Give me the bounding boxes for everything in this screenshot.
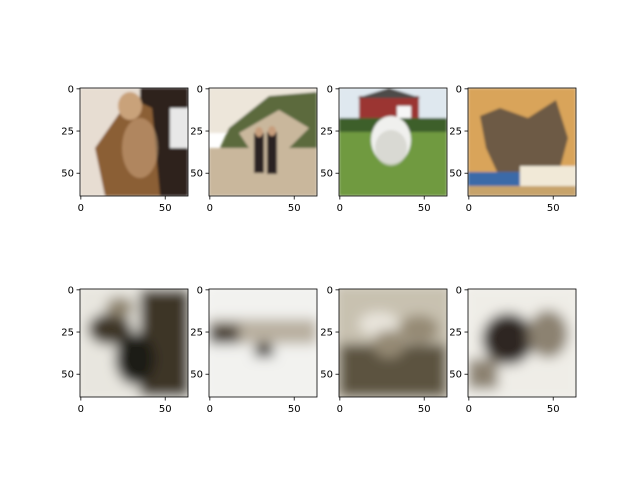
y-tick-label: 50 — [190, 169, 203, 180]
x-tick-label: 0 — [78, 404, 84, 415]
axes-frame — [79, 288, 189, 398]
x-tick-label: 50 — [547, 404, 560, 415]
image-panel-4: 0 50 0 25 50 — [449, 84, 577, 214]
axes-frame — [208, 87, 318, 197]
y-tick-label: 0 — [327, 84, 333, 95]
y-tick-label: 50 — [449, 169, 462, 180]
axes-frame — [338, 288, 448, 398]
image-panel-6: 0 50 0 25 50 — [190, 285, 318, 415]
x-tick-label: 50 — [418, 404, 431, 415]
y-tick-label: 50 — [449, 370, 462, 381]
x-tick-label: 0 — [337, 404, 343, 415]
image-panel-1: 0 50 0 25 50 — [61, 84, 189, 214]
axes-frame — [467, 87, 577, 197]
image-panel-8: 0 50 0 25 50 — [449, 285, 577, 415]
image-panel-2: 0 50 0 25 50 — [190, 84, 318, 214]
y-tick-label: 0 — [197, 84, 203, 95]
axes-frame — [338, 87, 448, 197]
x-tick-label: 50 — [288, 203, 301, 214]
y-tick-label: 0 — [68, 285, 74, 296]
y-tick-label: 25 — [61, 127, 74, 138]
grayscale-reconstruction-4 — [468, 289, 576, 397]
x-tick-label: 50 — [159, 203, 172, 214]
animal-pelt-photo — [468, 88, 576, 196]
x-tick-label: 50 — [547, 203, 560, 214]
grayscale-reconstruction-1 — [80, 289, 188, 397]
airedale-terrier-photo — [80, 88, 188, 196]
y-tick-label: 0 — [197, 285, 203, 296]
x-tick-label: 50 — [418, 203, 431, 214]
y-tick-label: 0 — [68, 84, 74, 95]
y-tick-label: 25 — [190, 328, 203, 339]
y-tick-label: 25 — [320, 127, 333, 138]
y-tick-label: 50 — [190, 370, 203, 381]
axes-frame — [208, 288, 318, 398]
image-panel-5: 0 50 0 25 50 — [61, 285, 189, 415]
y-tick-label: 0 — [456, 285, 462, 296]
image-panel-7: 0 50 0 25 50 — [320, 285, 448, 415]
x-tick-label: 0 — [78, 203, 84, 214]
x-tick-label: 50 — [159, 404, 172, 415]
y-tick-label: 25 — [449, 127, 462, 138]
x-tick-label: 0 — [207, 404, 213, 415]
y-tick-label: 0 — [456, 84, 462, 95]
x-tick-label: 0 — [337, 203, 343, 214]
grayscale-reconstruction-3 — [339, 289, 447, 397]
white-dog-on-lawn-photo — [339, 88, 447, 196]
grayscale-reconstruction-2 — [209, 289, 317, 397]
x-tick-label: 50 — [288, 404, 301, 415]
x-tick-label: 0 — [207, 203, 213, 214]
y-tick-label: 25 — [449, 328, 462, 339]
axes-frame — [79, 87, 189, 197]
image-panel-3: 0 50 0 25 50 — [320, 84, 448, 214]
y-tick-label: 25 — [61, 328, 74, 339]
x-tick-label: 0 — [466, 404, 472, 415]
y-tick-label: 50 — [61, 370, 74, 381]
two-people-on-beach-photo — [209, 88, 317, 196]
y-tick-label: 50 — [320, 169, 333, 180]
axes-frame — [467, 288, 577, 398]
y-tick-label: 25 — [320, 328, 333, 339]
y-tick-label: 0 — [327, 285, 333, 296]
y-tick-label: 50 — [61, 169, 74, 180]
y-tick-label: 50 — [320, 370, 333, 381]
y-tick-label: 25 — [190, 127, 203, 138]
x-tick-label: 0 — [466, 203, 472, 214]
